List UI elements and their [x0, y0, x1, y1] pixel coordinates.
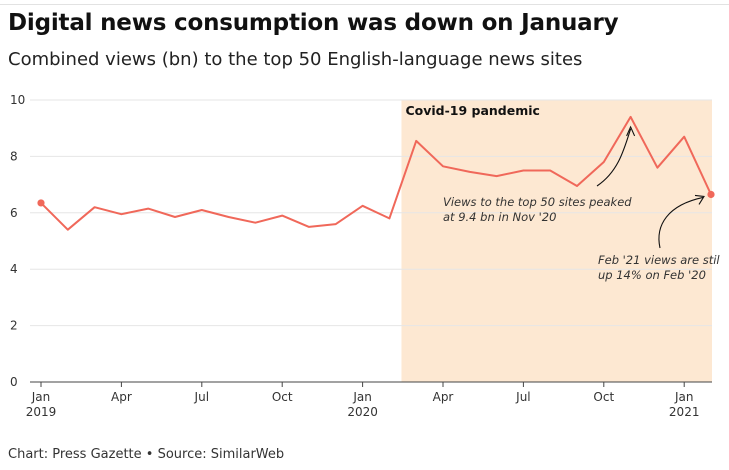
y-tick-label: 4	[10, 262, 18, 276]
views-series-line	[40, 115, 712, 231]
y-tick-label: 10	[10, 93, 25, 107]
covid-shaded-region	[401, 100, 712, 382]
y-tick-label: 6	[10, 206, 18, 220]
peak-annotation-arrowhead	[626, 125, 636, 137]
chart-subtitle: Combined views (bn) to the top 50 Englis…	[8, 49, 583, 70]
chart-footer: Chart: Press Gazette • Source: SimilarWe…	[8, 447, 285, 462]
chart-title: Digital news consumption was down on Jan…	[8, 10, 619, 36]
covid-region-label: Covid-19 pandemic	[405, 103, 540, 118]
x-tick-label: Oct	[593, 390, 614, 404]
x-tick-label: Jan	[674, 390, 694, 404]
series-end-point	[37, 199, 45, 207]
x-tick-label: Jul	[194, 390, 209, 404]
peak-annotation-text: at 9.4 bn in Nov '20	[443, 210, 556, 224]
peak-annotation-text: Views to the top 50 sites peaked	[443, 195, 632, 209]
feb21-annotation-arrowhead	[694, 194, 705, 205]
feb21-annotation-text: up 14% on Feb '20	[598, 268, 706, 282]
x-tick-label: Apr	[111, 390, 132, 404]
x-tick-label: Jan	[352, 390, 372, 404]
feb21-annotation-text: Feb '21 views are stil	[598, 253, 720, 267]
x-tick-label: Jul	[515, 390, 530, 404]
series-end-point	[707, 190, 715, 199]
y-tick-label: 8	[10, 149, 18, 163]
x-tick-year-label: 2021	[669, 405, 700, 419]
y-tick-label: 0	[10, 375, 18, 389]
x-tick-year-label: 2019	[26, 405, 57, 419]
y-tick-label: 2	[10, 319, 18, 333]
x-tick-label: Oct	[272, 390, 293, 404]
top-rule	[0, 4, 729, 5]
feb21-annotation-arrow	[658, 196, 704, 249]
x-tick-year-label: 2020	[347, 405, 378, 419]
x-tick-label: Apr	[433, 390, 454, 404]
peak-annotation-arrow	[596, 128, 632, 187]
x-tick-label: Jan	[31, 390, 51, 404]
